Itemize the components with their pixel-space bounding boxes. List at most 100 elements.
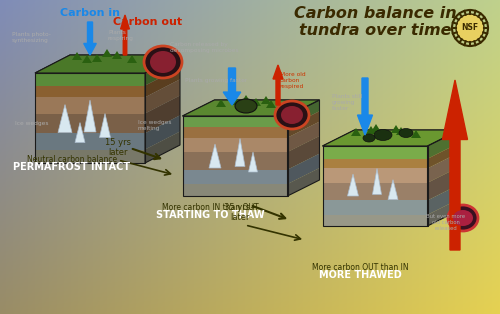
Text: Plants
respiring: Plants respiring	[108, 30, 134, 41]
Polygon shape	[145, 55, 180, 86]
Text: Carbon balance in: Carbon balance in	[294, 6, 456, 21]
Text: tundra over time: tundra over time	[299, 23, 451, 38]
Polygon shape	[102, 49, 112, 57]
Polygon shape	[82, 55, 92, 63]
Polygon shape	[322, 183, 428, 200]
FancyArrow shape	[120, 15, 130, 55]
Polygon shape	[428, 167, 460, 200]
Polygon shape	[428, 199, 460, 226]
Polygon shape	[322, 168, 428, 183]
Polygon shape	[209, 144, 221, 168]
Polygon shape	[428, 143, 460, 168]
Polygon shape	[381, 129, 391, 137]
Ellipse shape	[363, 134, 375, 142]
Polygon shape	[351, 128, 361, 136]
Polygon shape	[145, 79, 180, 113]
Polygon shape	[348, 174, 358, 196]
Text: Carbon in: Carbon in	[60, 8, 120, 18]
Polygon shape	[261, 96, 271, 104]
Polygon shape	[322, 130, 460, 146]
Text: Plants still
growing
faster: Plants still growing faster	[332, 95, 362, 111]
Polygon shape	[145, 95, 180, 133]
Polygon shape	[248, 152, 258, 172]
Polygon shape	[35, 55, 180, 73]
Polygon shape	[127, 55, 137, 63]
FancyArrow shape	[223, 68, 241, 105]
Text: Neutral carbon balance: Neutral carbon balance	[27, 155, 117, 164]
Text: Carbon released by
decomposing microbes: Carbon released by decomposing microbes	[170, 42, 238, 53]
Polygon shape	[322, 159, 428, 168]
Polygon shape	[72, 52, 82, 60]
Polygon shape	[182, 116, 288, 127]
Polygon shape	[35, 133, 145, 149]
Polygon shape	[182, 100, 320, 116]
Polygon shape	[428, 130, 460, 159]
Polygon shape	[182, 127, 288, 138]
Polygon shape	[182, 184, 288, 196]
Ellipse shape	[281, 106, 303, 124]
FancyArrow shape	[84, 22, 96, 55]
Ellipse shape	[399, 128, 413, 138]
FancyArrow shape	[273, 65, 283, 105]
Polygon shape	[288, 168, 320, 196]
Polygon shape	[288, 111, 320, 138]
Polygon shape	[58, 105, 72, 133]
Polygon shape	[145, 132, 180, 163]
Text: MORE THAWED: MORE THAWED	[318, 270, 402, 280]
Polygon shape	[322, 215, 428, 226]
Polygon shape	[288, 154, 320, 184]
Ellipse shape	[144, 46, 182, 78]
Polygon shape	[112, 51, 122, 59]
Ellipse shape	[374, 129, 392, 140]
Text: More carbon IN than OUT: More carbon IN than OUT	[162, 203, 258, 212]
Polygon shape	[428, 184, 460, 215]
Ellipse shape	[235, 99, 257, 113]
Polygon shape	[75, 122, 85, 143]
Polygon shape	[182, 152, 288, 170]
Text: 35 yrs+
later: 35 yrs+ later	[224, 203, 256, 222]
Polygon shape	[322, 146, 428, 159]
Text: STARTING TO THAW: STARTING TO THAW	[156, 210, 264, 220]
Polygon shape	[35, 97, 145, 113]
Polygon shape	[92, 54, 102, 62]
Polygon shape	[145, 68, 180, 97]
Text: Plants photo-
synthesizing: Plants photo- synthesizing	[12, 32, 51, 43]
Polygon shape	[366, 126, 376, 134]
Polygon shape	[35, 55, 180, 73]
Polygon shape	[288, 136, 320, 170]
Text: More old
carbon
respired: More old carbon respired	[280, 73, 305, 89]
Polygon shape	[182, 138, 288, 152]
Polygon shape	[231, 97, 241, 105]
Polygon shape	[182, 170, 288, 184]
Polygon shape	[411, 130, 421, 138]
Polygon shape	[322, 130, 460, 146]
FancyArrow shape	[442, 80, 468, 250]
Polygon shape	[35, 73, 145, 86]
Text: Ice wedges
melting: Ice wedges melting	[138, 120, 172, 131]
Polygon shape	[84, 100, 96, 132]
Polygon shape	[241, 95, 251, 103]
Text: But even more
old carbon
released: But even more old carbon released	[426, 214, 466, 231]
Text: Plants growing faster: Plants growing faster	[185, 78, 247, 83]
Polygon shape	[372, 168, 382, 194]
Polygon shape	[251, 98, 261, 106]
Polygon shape	[35, 86, 145, 97]
Polygon shape	[396, 127, 406, 135]
Circle shape	[456, 14, 484, 42]
FancyArrow shape	[358, 78, 372, 135]
Polygon shape	[235, 138, 245, 166]
Text: Ice wedges: Ice wedges	[15, 121, 48, 126]
Ellipse shape	[150, 51, 176, 73]
Polygon shape	[288, 122, 320, 152]
Text: Carbon out: Carbon out	[114, 17, 182, 27]
Polygon shape	[428, 152, 460, 183]
Text: PERMAFROST INTACT: PERMAFROST INTACT	[14, 162, 130, 172]
Ellipse shape	[275, 101, 309, 129]
Polygon shape	[182, 100, 320, 116]
Polygon shape	[288, 100, 320, 127]
Polygon shape	[388, 180, 398, 200]
Polygon shape	[216, 99, 226, 107]
Polygon shape	[322, 200, 428, 215]
Polygon shape	[35, 149, 145, 163]
Polygon shape	[145, 115, 180, 149]
